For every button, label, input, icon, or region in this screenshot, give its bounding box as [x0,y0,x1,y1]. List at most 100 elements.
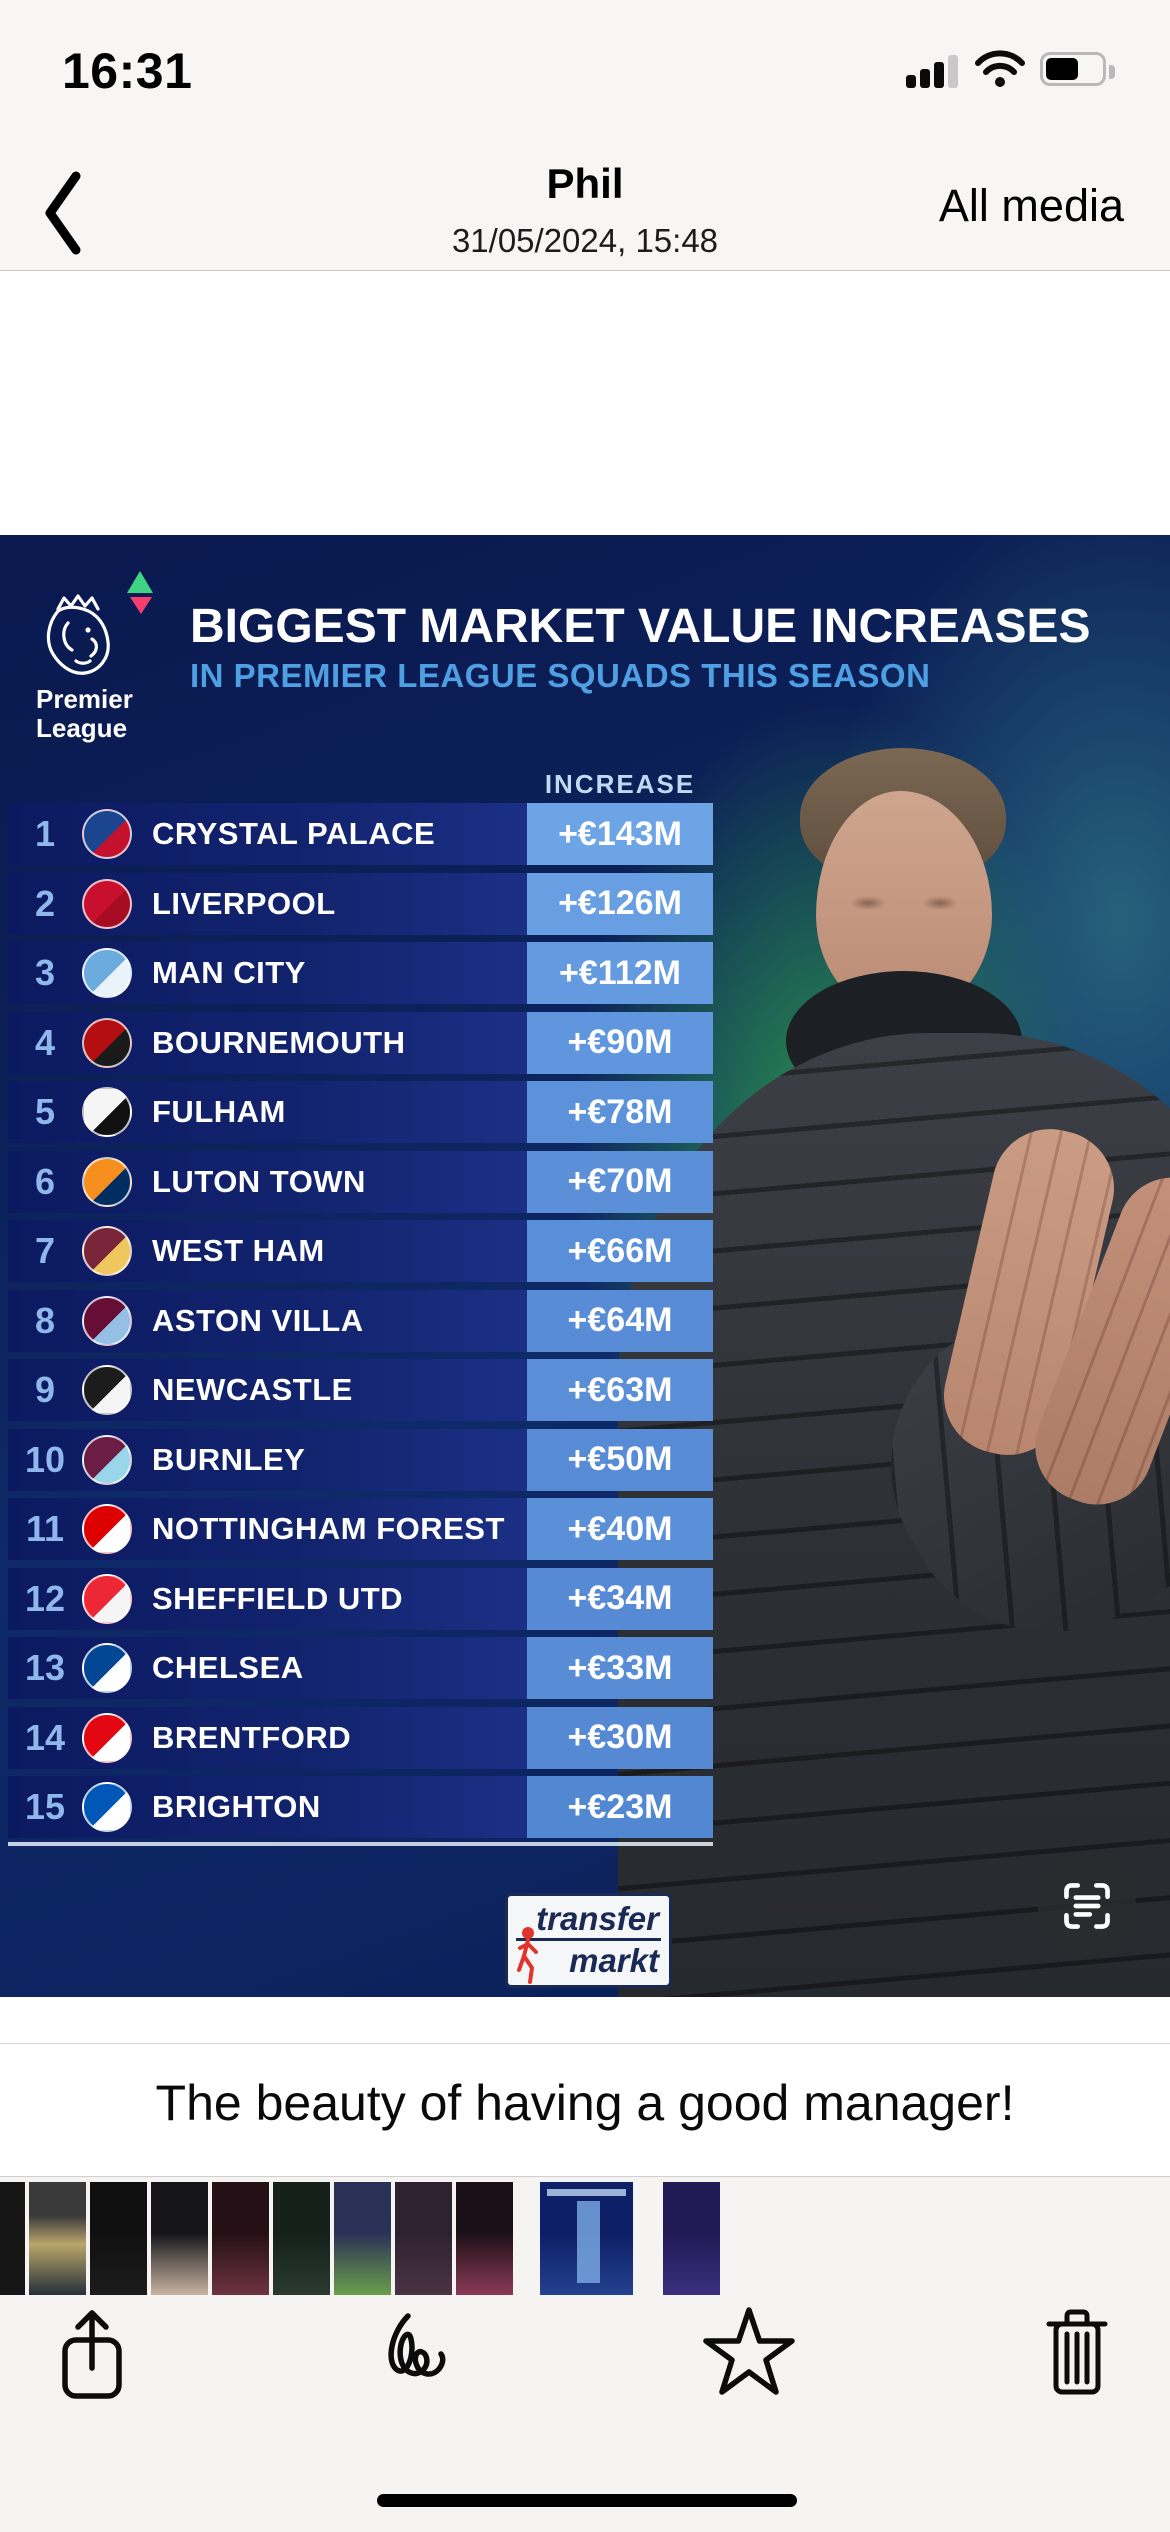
live-text-scan-icon [1064,1883,1110,1929]
rank-label: 3 [34,952,56,993]
increase-value: +€63M [527,1359,713,1421]
team-name: FULHAM [152,1094,286,1129]
rank-label: 14 [24,1716,66,1758]
media-thumbnail-dark-clip[interactable] [0,2182,25,2295]
favorite-button[interactable] [700,2304,798,2401]
infographic-title: BIGGEST MARKET VALUE INCREASES [190,600,1091,653]
team-name: BURNLEY [152,1441,306,1477]
sender-name: Phil [546,160,624,207]
club-crest-icon [82,878,132,929]
table-row: 10 BURNLEY +€50M [0,1428,1170,1491]
table-row: 8 ASTON VILLA +€64M [0,1289,1170,1352]
team-name: BRENTFORD [152,1719,352,1755]
table-underline [8,1842,713,1846]
club-crest-icon [82,1017,132,1068]
table-row: 13 CHELSEA +€33M [0,1637,1170,1699]
share-icon [62,2310,122,2399]
increase-value: +€34M [527,1567,713,1630]
live-text-button[interactable] [1038,1857,1136,1955]
increase-value: +€50M [527,1428,713,1491]
media-caption: The beauty of having a good manager! [155,2075,1015,2131]
rank-label: 5 [34,1091,56,1132]
team-name: LUTON TOWN [152,1163,366,1199]
media-thumbnail-dark-text-post[interactable] [90,2182,147,2295]
media-thumbnail-red-blur-photo[interactable] [212,2182,269,2295]
team-name: NEWCASTLE [152,1372,353,1407]
media-thumbnail-portrait-photo[interactable] [151,2182,208,2295]
increase-value: +€33M [527,1637,713,1699]
increase-value: +€70M [527,1150,713,1213]
transfermarkt-figure-icon [515,1926,541,1989]
team-name: BRIGHTON [152,1789,321,1824]
rank-label: 4 [34,1021,56,1063]
table-row: 14 BRENTFORD +€30M [0,1706,1170,1769]
media-thumbnail-strip [0,2182,720,2295]
top-bar: 16:31 Phil 31/05/2024, 15:48 All media [0,0,1170,271]
increase-value: +€30M [527,1706,713,1769]
team-name: ASTON VILLA [152,1302,364,1338]
club-crest-icon [82,1295,132,1346]
caption-divider [0,2043,1170,2044]
wifi-icon [974,50,1026,93]
club-crest-icon [82,1504,132,1554]
media-thumbnail-player-yellow-photo[interactable] [29,2182,86,2295]
rank-label: 13 [24,1647,66,1688]
media-thumbnail-team-grass-photo[interactable] [334,2182,391,2295]
media-thumbnail-current-infographic[interactable] [540,2182,633,2295]
all-media-button[interactable]: All media [938,180,1124,231]
media-thumbnail-dark-green-photo[interactable] [273,2182,330,2295]
club-crest-icon [82,1156,132,1207]
media-thumbnail-pink-dark-photo[interactable] [456,2182,513,2295]
trash-icon [1046,2309,1108,2395]
team-name: WEST HAM [152,1233,325,1268]
premier-league-wordmark: Premier League [36,684,133,743]
team-name: BOURNEMOUTH [152,1024,406,1060]
increase-value: +€23M [527,1776,713,1838]
rank-label: 2 [34,882,56,924]
media-thumbnail-purple-blur-photo[interactable] [395,2182,452,2295]
club-crest-icon [82,1226,132,1276]
table-row: 11 NOTTINGHAM FOREST +€40M [0,1498,1170,1560]
back-button[interactable] [40,168,88,260]
club-crest-icon [82,809,132,859]
media-thumbnail-purple-infographic[interactable] [663,2182,720,2295]
club-crest-icon [82,1365,132,1415]
chevron-left-icon [45,171,81,255]
table-row: 3 MAN CITY +€112M [0,942,1170,1004]
nav-title-block: Phil 31/05/2024, 15:48 [285,160,885,260]
rank-label: 7 [34,1230,56,1271]
table-row: 12 SHEFFIELD UTD +€34M [0,1567,1170,1630]
club-crest-icon [82,1573,132,1624]
club-crest-icon [82,948,132,998]
club-crest-icon [82,1087,132,1137]
table-row: 7 WEST HAM +€66M [0,1220,1170,1282]
markup-button[interactable] [378,2308,464,2399]
rank-label: 1 [34,813,56,854]
cellular-signal-icon [906,54,968,88]
table-row: 4 BOURNEMOUTH +€90M [0,1011,1170,1074]
arrow-down-icon [130,597,152,614]
table-row: 6 LUTON TOWN +€70M [0,1150,1170,1213]
club-crest-icon [82,1434,132,1485]
table-row: 1 CRYSTAL PALACE +€143M [0,803,1170,865]
increase-value: +€66M [527,1220,713,1282]
delete-button[interactable] [1044,2306,1110,2401]
transfermarkt-logo: transfer markt [505,1893,672,1988]
table-row: 5 FULHAM +€78M [0,1081,1170,1143]
star-icon [703,2307,795,2395]
rank-label: 11 [25,1508,65,1549]
status-time: 16:31 [62,43,193,99]
scribble-icon [388,2313,446,2377]
increase-value: +€126M [527,872,713,935]
increase-value: +€112M [527,942,713,1004]
home-indicator[interactable] [377,2494,797,2507]
increase-value: +€64M [527,1289,713,1352]
increase-column-header: INCREASE [544,769,696,799]
club-crest-icon [82,1643,132,1693]
rank-label: 6 [34,1160,56,1202]
rank-label: 10 [24,1438,66,1480]
team-name: SHEFFIELD UTD [152,1580,404,1616]
share-button[interactable] [58,2306,126,2405]
shared-image[interactable]: Premier League BIGGEST MARKET VALUE INCR… [0,535,1170,1997]
